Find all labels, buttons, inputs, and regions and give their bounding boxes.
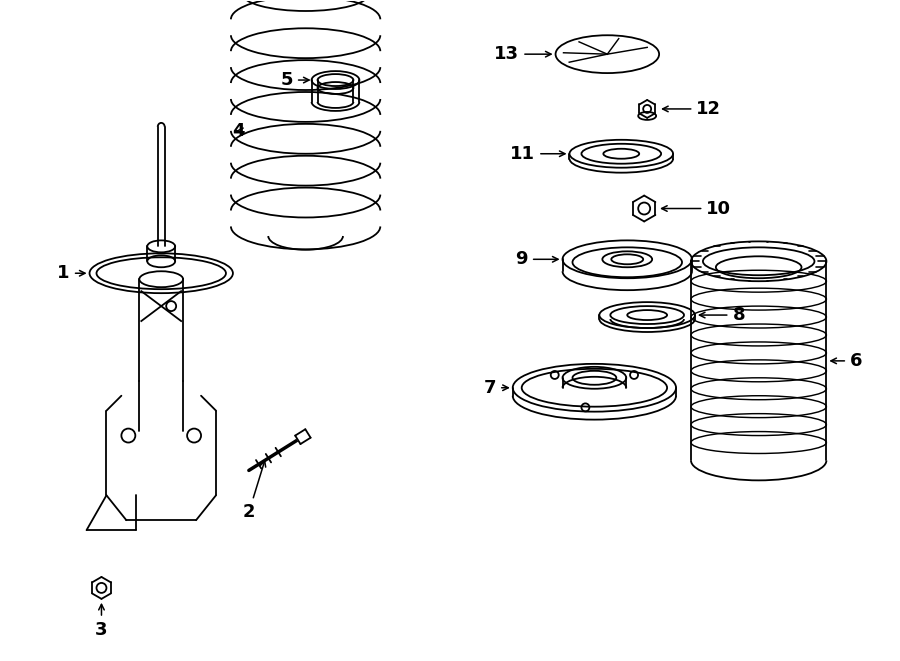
Text: 3: 3 [95, 604, 108, 639]
Polygon shape [295, 429, 310, 444]
Text: 6: 6 [831, 352, 862, 370]
Text: 9: 9 [516, 251, 558, 268]
Text: 4: 4 [232, 122, 245, 140]
Text: 8: 8 [699, 306, 745, 324]
Text: 7: 7 [483, 379, 508, 397]
Text: 2: 2 [243, 461, 266, 522]
Text: 5: 5 [281, 71, 309, 89]
Text: 12: 12 [662, 100, 722, 118]
Text: 13: 13 [494, 45, 551, 63]
Text: 10: 10 [662, 200, 732, 217]
Text: 1: 1 [58, 264, 85, 282]
Text: 11: 11 [510, 145, 565, 163]
